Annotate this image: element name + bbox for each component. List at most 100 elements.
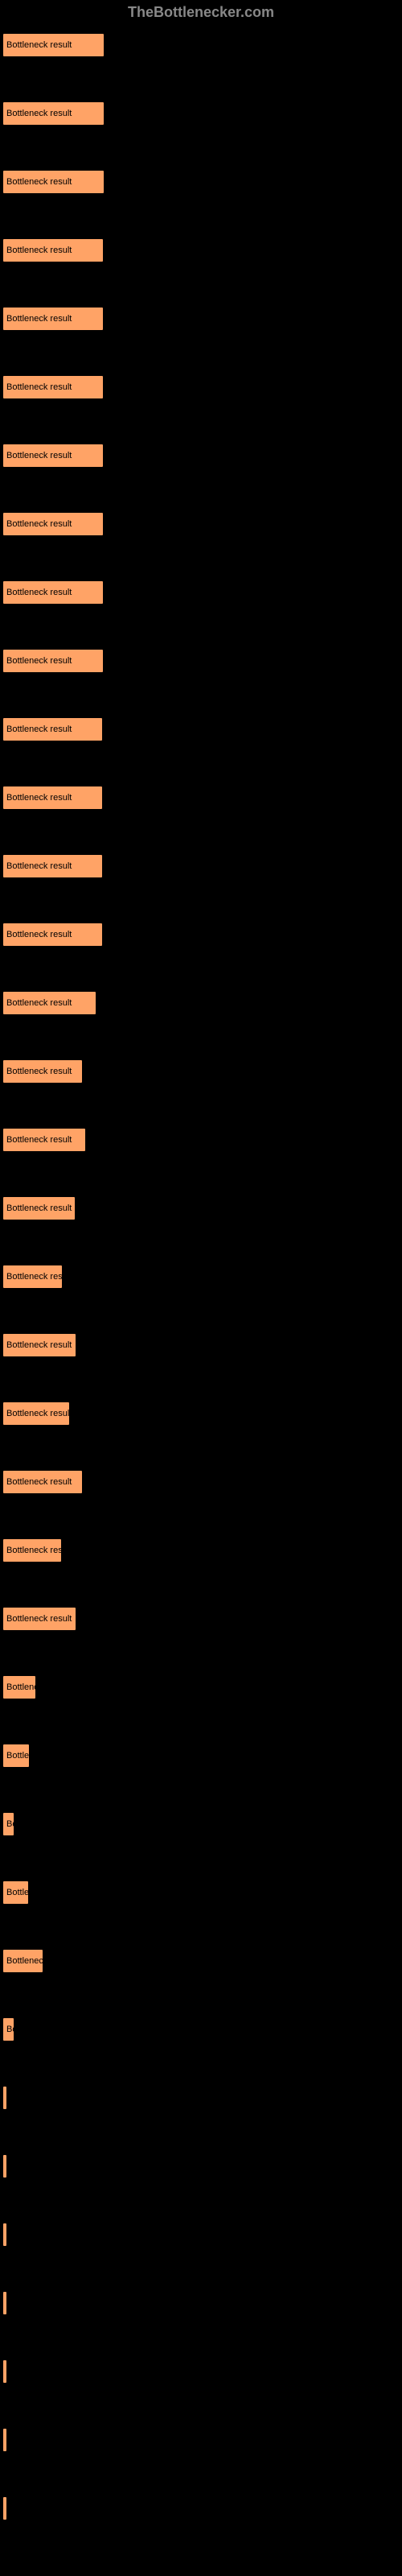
bottleneck-bar: Bottleneck result: [2, 512, 104, 536]
bar-row: Bottleneck result: [2, 2017, 402, 2041]
bottleneck-bar: Bottleneck result: [2, 375, 104, 399]
bottleneck-bar: Bottleneck result: [2, 2154, 7, 2178]
bar-row: Bottleneck result: [2, 854, 402, 878]
bar-label: Bottleneck result: [6, 998, 72, 1008]
bar-label: Bottleneck result: [6, 588, 72, 597]
bar-chart: Bottleneck result Bottleneck result Bottle…: [0, 33, 402, 2520]
bar-label: Bottleneck result: [6, 2504, 7, 2513]
bar-label: Bottleneck result: [6, 1340, 72, 1350]
bar-label: Bottleneck result: [6, 2435, 7, 2445]
bottleneck-bar: Bottleneck result: [2, 923, 103, 947]
bottleneck-bar: Bottleneck result: [2, 717, 103, 741]
bar-row: Bottleneck result: [2, 2223, 402, 2247]
bar-row: Bottleneck result: [2, 649, 402, 673]
bar-label: Bottleneck result: [6, 1409, 70, 1418]
bottleneck-bar: Bottleneck result: [2, 2086, 7, 2110]
bottleneck-bar: Bottleneck result: [2, 854, 103, 878]
bar-row: Bottleneck result: [2, 2428, 402, 2452]
bar-label: Bottleneck result: [6, 1614, 72, 1624]
bottleneck-bar: Bottleneck result: [2, 2359, 7, 2384]
bottleneck-bar: Bottleneck result: [2, 2496, 7, 2520]
bar-label: Bottleneck result: [6, 451, 72, 460]
bottleneck-bar: Bottleneck result: [2, 1196, 76, 1220]
bar-row: Bottleneck result: [2, 1949, 402, 1973]
bar-label: Bottleneck result: [6, 314, 72, 324]
bar-label: Bottleneck result: [6, 519, 72, 529]
bottleneck-bar: Bottleneck result: [2, 444, 104, 468]
bar-row: Bottleneck result: [2, 512, 402, 536]
bar-label: Bottleneck result: [6, 382, 72, 392]
bar-row: Bottleneck result: [2, 1812, 402, 1836]
bottleneck-bar: Bottleneck result: [2, 1538, 62, 1563]
bar-row: Bottleneck result: [2, 2291, 402, 2315]
bottleneck-bar: Bottleneck result: [2, 580, 104, 605]
bar-row: Bottleneck result: [2, 786, 402, 810]
bottleneck-bar: Bottleneck result: [2, 1812, 14, 1836]
bar-row: Bottleneck result: [2, 307, 402, 331]
bar-row: Bottleneck result: [2, 1265, 402, 1289]
bar-row: Bottleneck result: [2, 2496, 402, 2520]
bottleneck-bar: Bottleneck result: [2, 1949, 43, 1973]
bar-row: Bottleneck result: [2, 1128, 402, 1152]
bottleneck-bar: Bottleneck result: [2, 1470, 83, 1494]
bar-row: Bottleneck result: [2, 238, 402, 262]
bar-label: Bottleneck result: [6, 930, 72, 939]
bar-row: Bottleneck result: [2, 101, 402, 126]
bar-row: Bottleneck result: [2, 717, 402, 741]
bar-row: Bottleneck result: [2, 2086, 402, 2110]
bar-label: Bottleneck result: [6, 1819, 14, 1829]
bar-row: Bottleneck result: [2, 2154, 402, 2178]
bar-label: Bottleneck result: [6, 2161, 7, 2171]
bar-row: Bottleneck result: [2, 991, 402, 1015]
bar-row: Bottleneck result: [2, 444, 402, 468]
site-logo: TheBottlenecker.com: [0, 4, 402, 21]
bottleneck-bar: Bottleneck result: [2, 649, 104, 673]
bar-label: Bottleneck result: [6, 2367, 7, 2376]
bar-row: Bottleneck result: [2, 1333, 402, 1357]
bar-row: Bottleneck result: [2, 1675, 402, 1699]
bar-row: Bottleneck result: [2, 1470, 402, 1494]
bottleneck-bar: Bottleneck result: [2, 238, 104, 262]
bottleneck-bar: Bottleneck result: [2, 1744, 30, 1768]
bar-row: Bottleneck result: [2, 2359, 402, 2384]
bar-row: Bottleneck result: [2, 1402, 402, 1426]
bottleneck-bar: Bottleneck result: [2, 2223, 7, 2247]
bar-label: Bottleneck result: [6, 861, 72, 871]
bar-label: Bottleneck result: [6, 1751, 30, 1761]
bottleneck-bar: Bottleneck result: [2, 1607, 76, 1631]
bar-label: Bottleneck result: [6, 1135, 72, 1145]
bar-label: Bottleneck result: [6, 793, 72, 803]
bottleneck-bar: Bottleneck result: [2, 1333, 76, 1357]
bottleneck-bar: Bottleneck result: [2, 101, 105, 126]
bar-label: Bottleneck result: [6, 1546, 62, 1555]
bottleneck-bar: Bottleneck result: [2, 786, 103, 810]
bar-row: Bottleneck result: [2, 923, 402, 947]
bottleneck-bar: Bottleneck result: [2, 170, 105, 194]
bar-row: Bottleneck result: [2, 1880, 402, 1905]
bar-row: Bottleneck result: [2, 1607, 402, 1631]
bar-row: Bottleneck result: [2, 375, 402, 399]
bar-row: Bottleneck result: [2, 1196, 402, 1220]
bottleneck-bar: Bottleneck result: [2, 1265, 63, 1289]
bar-label: Bottleneck result: [6, 1888, 29, 1897]
bottleneck-bar: Bottleneck result: [2, 991, 96, 1015]
bar-row: Bottleneck result: [2, 1059, 402, 1084]
bar-label: Bottleneck result: [6, 1956, 43, 1966]
bar-label: Bottleneck result: [6, 2298, 7, 2308]
bar-label: Bottleneck result: [6, 40, 72, 50]
bottleneck-bar: Bottleneck result: [2, 307, 104, 331]
bar-label: Bottleneck result: [6, 1477, 72, 1487]
bar-label: Bottleneck result: [6, 246, 72, 255]
bottleneck-bar: Bottleneck result: [2, 1059, 83, 1084]
bar-label: Bottleneck result: [6, 109, 72, 118]
bar-label: Bottleneck result: [6, 2230, 7, 2240]
bar-label: Bottleneck result: [6, 1272, 63, 1282]
bar-row: Bottleneck result: [2, 170, 402, 194]
bottleneck-bar: Bottleneck result: [2, 2017, 14, 2041]
bottleneck-bar: Bottleneck result: [2, 33, 105, 57]
bottleneck-bar: Bottleneck result: [2, 2291, 7, 2315]
bottleneck-bar: Bottleneck result: [2, 2428, 7, 2452]
bar-label: Bottleneck result: [6, 177, 72, 187]
bottleneck-bar: Bottleneck result: [2, 1675, 36, 1699]
bottleneck-bar: Bottleneck result: [2, 1880, 29, 1905]
